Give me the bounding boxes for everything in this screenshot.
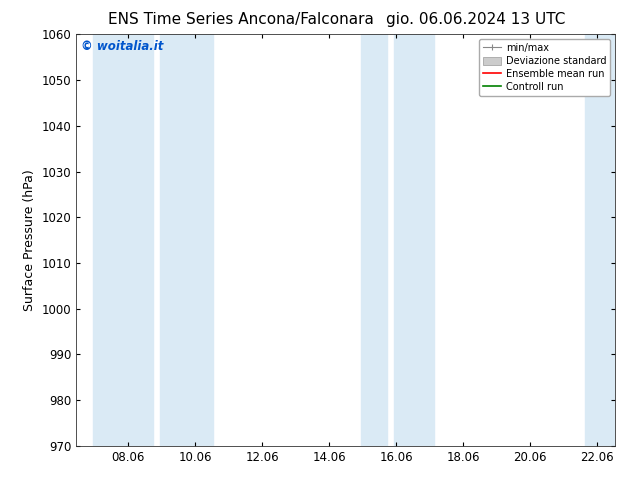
Text: ENS Time Series Ancona/Falconara: ENS Time Series Ancona/Falconara [108, 12, 374, 27]
Text: gio. 06.06.2024 13 UTC: gio. 06.06.2024 13 UTC [386, 12, 565, 27]
Bar [585, 34, 615, 446]
Y-axis label: Surface Pressure (hPa): Surface Pressure (hPa) [23, 169, 36, 311]
Bar [160, 34, 213, 446]
Bar [93, 34, 153, 446]
Bar [361, 34, 387, 446]
Legend: min/max, Deviazione standard, Ensemble mean run, Controll run: min/max, Deviazione standard, Ensemble m… [479, 39, 610, 96]
Text: © woitalia.it: © woitalia.it [81, 41, 164, 53]
Bar [394, 34, 434, 446]
